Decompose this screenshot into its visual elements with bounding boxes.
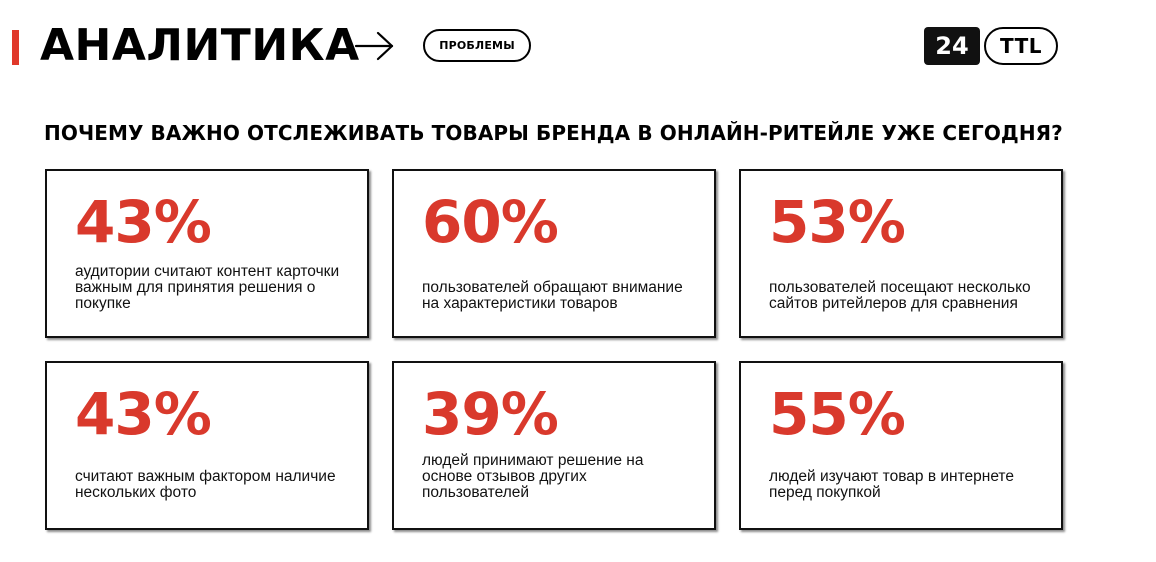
accent-bar — [12, 30, 19, 65]
problems-tag: ПРОБЛЕМЫ — [423, 29, 531, 62]
stat-description: людей изучают товар в интернете перед по… — [769, 468, 1014, 501]
stat-value: 43% — [75, 380, 212, 448]
brand-logo: 24 TTL — [924, 27, 1058, 65]
stat-description: пользователей посещают несколько сайтов … — [769, 279, 1031, 312]
stat-value: 53% — [769, 188, 906, 256]
stat-value: 55% — [769, 380, 906, 448]
stat-description: аудитории считают контент карточки важны… — [75, 263, 340, 312]
stat-card: 43% аудитории считают контент карточки в… — [45, 169, 369, 338]
stat-description: людей принимают решение на основе отзыво… — [422, 452, 644, 501]
stat-value: 39% — [422, 380, 559, 448]
arrow-right-icon — [354, 28, 396, 69]
logo-number: 24 — [924, 27, 980, 65]
stat-card: 53% пользователей посещают несколько сай… — [739, 169, 1063, 338]
stat-card: 60% пользователей обращают внимание на х… — [392, 169, 716, 338]
stat-card: 39% людей принимают решение на основе от… — [392, 361, 716, 530]
section-title: АНАЛИТИКА — [40, 20, 360, 71]
stat-description: считают важным фактором наличие нескольк… — [75, 468, 336, 501]
stat-value: 43% — [75, 188, 212, 256]
stat-description: пользователей обращают внимание на харак… — [422, 279, 683, 312]
stat-card: 55% людей изучают товар в интернете пере… — [739, 361, 1063, 530]
headline: ПОЧЕМУ ВАЖНО ОТСЛЕЖИВАТЬ ТОВАРЫ БРЕНДА В… — [44, 121, 1063, 145]
logo-word: TTL — [984, 27, 1058, 65]
stat-value: 60% — [422, 188, 559, 256]
stat-card: 43% считают важным фактором наличие неск… — [45, 361, 369, 530]
